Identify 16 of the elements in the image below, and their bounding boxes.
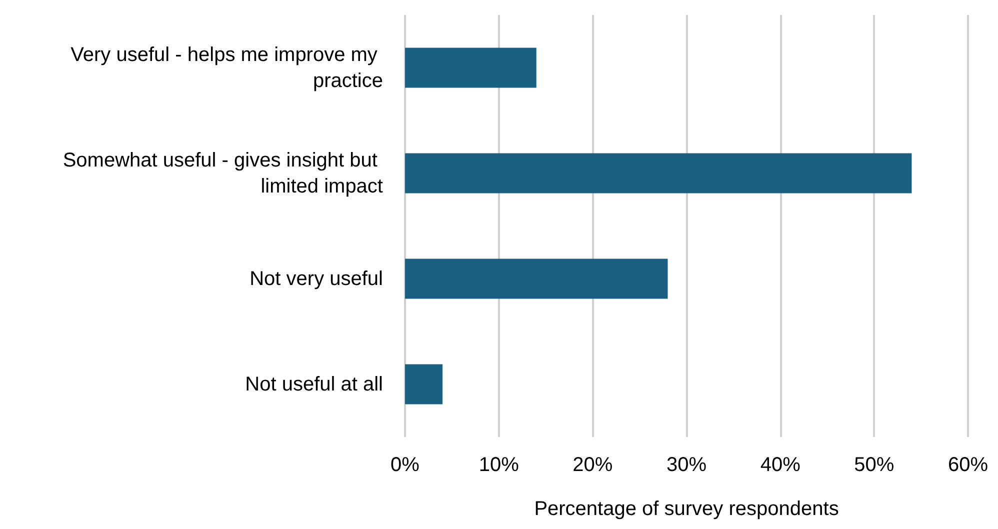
y-tick-label: Not very useful [250,268,383,290]
bar [405,48,536,88]
bar [405,364,443,404]
y-tick-label: Not useful at all [245,373,383,396]
x-tick-label: 50% [854,454,894,476]
y-tick-label: Somewhat useful - gives insight but limited impact [62,149,384,198]
x-tick-label: 20% [572,454,613,476]
x-tick-label: 60% [948,454,988,476]
x-tick-label: 10% [478,454,520,476]
bar [405,153,912,194]
x-axis-title: Percentage of survey respondents [534,498,839,520]
x-tick-label: 40% [760,454,801,476]
x-tick-label: 0% [390,454,420,476]
x-tick-label: 30% [666,454,707,476]
bar [405,258,668,299]
y-tick-label: Very useful - helps me improve my practice [70,44,383,92]
